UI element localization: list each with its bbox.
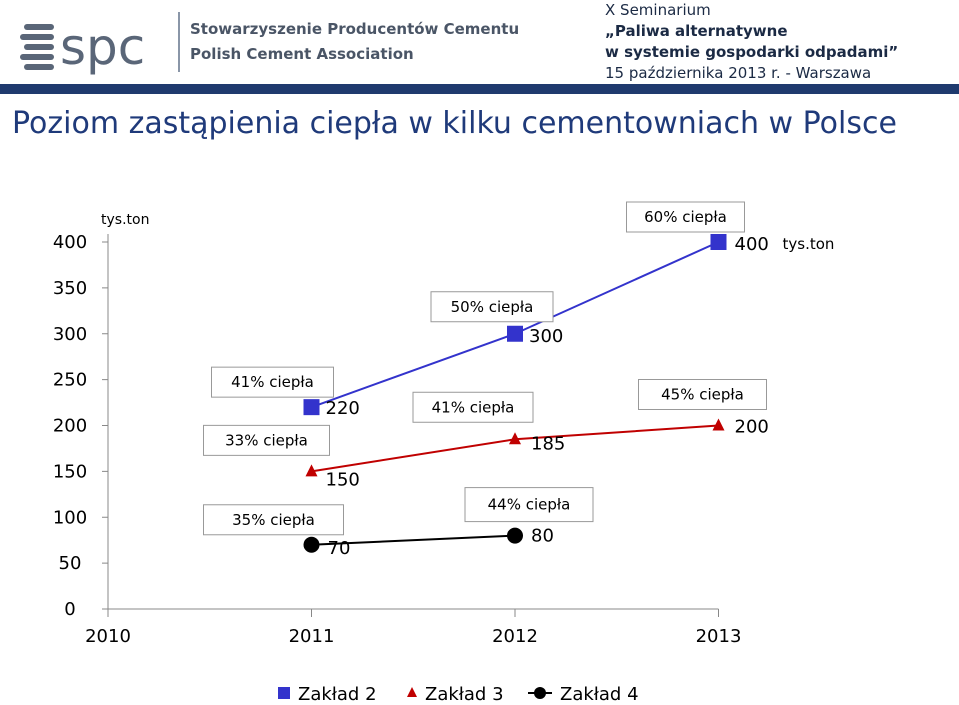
percent-annotation-label: 45% ciepła [661,386,744,404]
legend-dot [534,687,546,699]
data-point-square [710,234,727,250]
y-tick-label: 250 [53,370,87,391]
legend-item: Zakład 3 [407,684,504,705]
data-value-label: 400 [735,234,769,255]
y-tick-label: 400 [53,232,87,253]
data-value-label: 150 [326,469,360,490]
logo-divider [178,12,180,72]
y-tick-label: 300 [53,324,87,345]
legend-marker-square [278,687,290,699]
data-value-label: 300 [529,326,563,347]
data-value-label: 185 [531,433,565,454]
legend-label: Zakład 2 [298,684,377,705]
percent-annotation-label: 41% ciepła [231,373,314,391]
y-tick-label: 150 [53,461,87,482]
percent-annotation-box [203,424,330,456]
x-tick-label: 2012 [492,626,538,647]
seminar-line-4: 15 października 2013 r. - Warszawa [605,64,872,82]
series-line-Zakład 4 [311,534,516,546]
y-tick-label: 50 [59,553,82,574]
header-bar [0,84,959,94]
page-title: Poziom zastąpienia ciepła w kilku cement… [12,106,897,141]
y-tick-label: 0 [64,599,75,620]
percent-annotation-box [626,201,745,233]
data-value-label: 200 [735,417,769,438]
percent-annotation-box [412,391,534,423]
percent-annotation-box [464,487,594,523]
percent-annotation-box [211,366,334,398]
data-value-label: 80 [531,526,554,547]
x-tick-label: 2011 [289,626,335,647]
data-point-square [507,325,523,342]
y-tick-label: 350 [53,278,87,299]
spc-logo-mark: spc [20,18,145,76]
data-point-square [303,399,320,416]
percent-annotation-label: 33% ciepła [225,431,308,449]
legend-marker-circle [528,687,552,699]
org-name-en: Polish Cement Association [190,45,414,63]
legend-label: Zakład 4 [560,684,639,705]
logo-text: spc [60,18,145,76]
data-point-triangle [712,418,725,431]
seminar-info: X Seminarium „Paliwa alternatywne w syst… [605,0,898,84]
percent-annotation-label: 50% ciepła [451,298,534,316]
percent-annotation-label: 41% ciepła [432,398,515,416]
legend-marker-triangle [407,687,417,697]
legend-item: Zakład 4 [528,684,639,705]
percent-annotation-box [203,504,344,536]
x-tick-label: 2013 [696,626,742,647]
percent-annotation-label: 44% ciepła [488,496,571,514]
y-tick-label: 100 [53,507,87,528]
data-point-triangle [305,464,318,477]
y-tick-label: 200 [53,416,87,437]
org-name-pl: Stowarzyszenie Producentów Cementu [190,20,520,38]
data-value-label: 70 [328,538,351,559]
percent-annotation-box [430,291,554,323]
seminar-line-3: w systemie gospodarki odpadami” [605,43,899,61]
legend-label: Zakład 3 [425,684,504,705]
data-value-label: 220 [326,398,360,419]
data-value-unit: tys.ton [783,235,835,253]
percent-annotation-label: 60% ciepła [644,208,727,226]
x-tick-label: 2010 [85,626,131,647]
data-point-circle [303,536,320,553]
y-unit-label: tys.ton [101,212,149,228]
data-point-circle [507,527,523,544]
seminar-line-1: X Seminarium [605,1,711,19]
data-point-triangle [509,432,521,445]
seminar-line-2: „Paliwa alternatywne [605,22,788,40]
percent-annotation-label: 35% ciepła [232,511,315,529]
percent-annotation-box [638,379,767,410]
spc-logo: spc [20,10,600,80]
legend-item: Zakład 2 [278,684,377,705]
